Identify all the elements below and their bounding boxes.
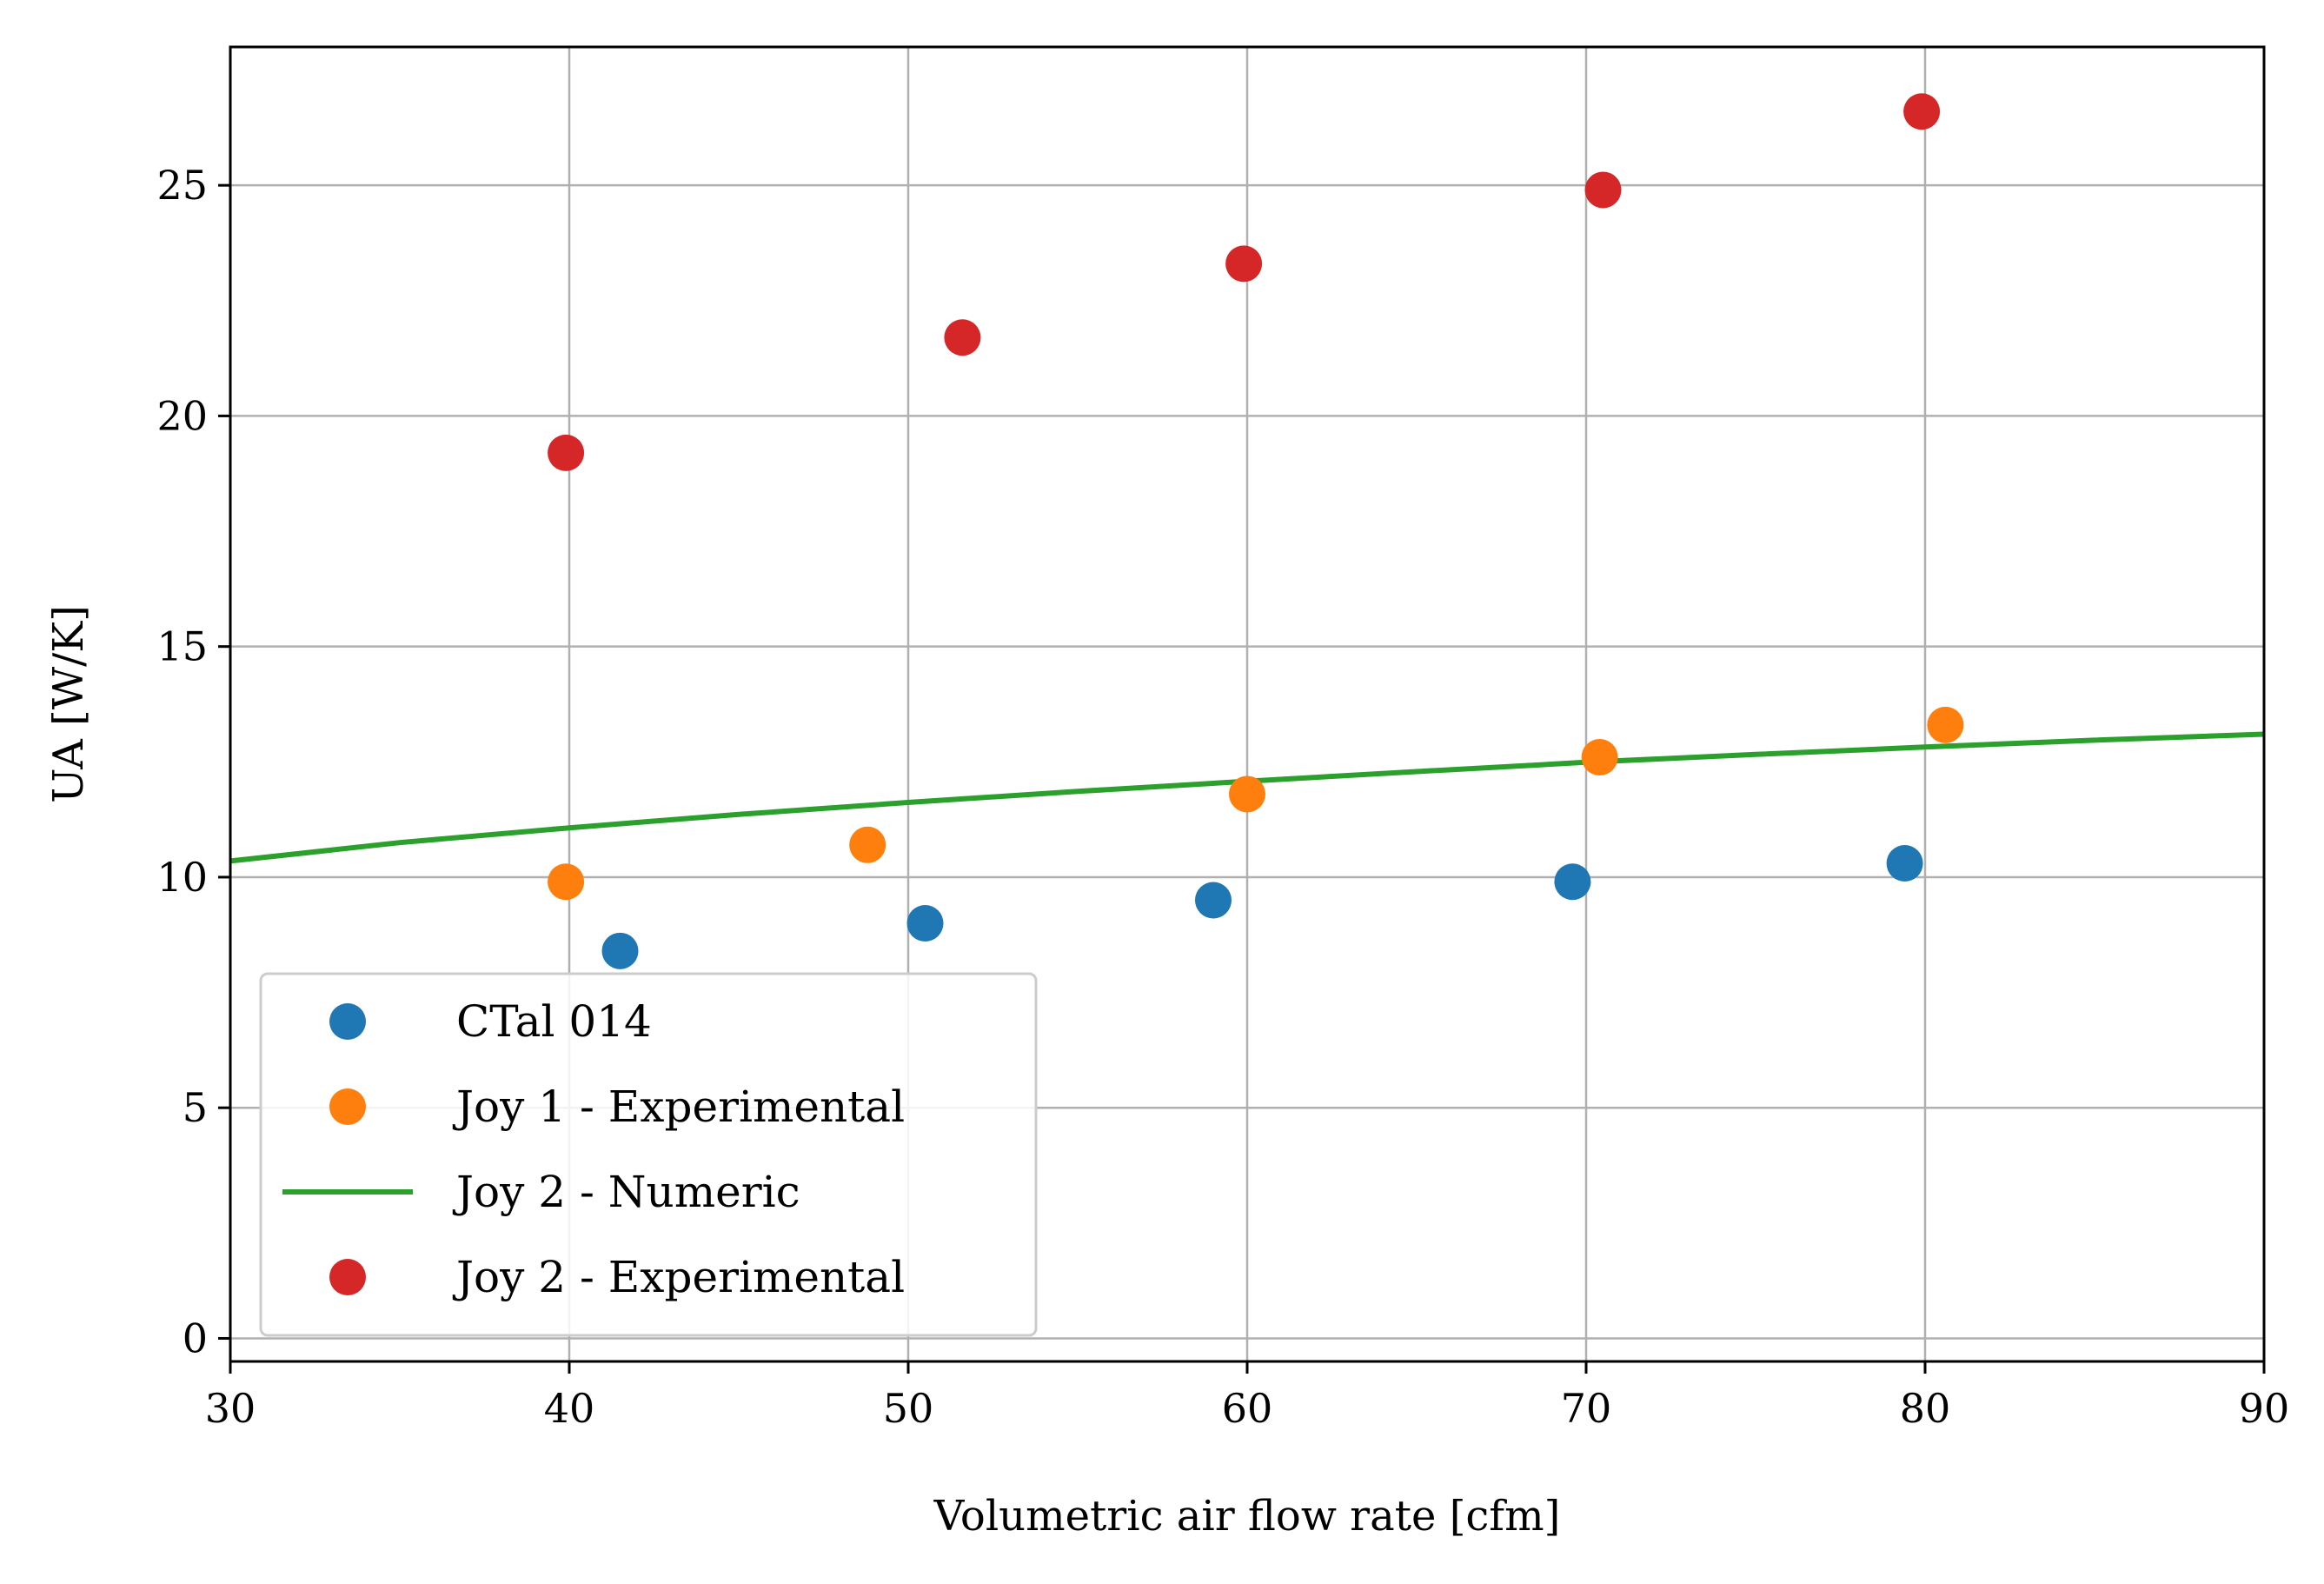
x-tick-label: 60 — [1222, 1385, 1273, 1432]
data-point — [1229, 775, 1265, 813]
legend: CTal 014 Joy 1 - Experimental Joy 2 - Nume… — [259, 972, 1038, 1337]
y-tick-label: 5 — [183, 1084, 208, 1131]
legend-label: CTal 014 — [456, 996, 652, 1047]
y-tick-label: 0 — [183, 1314, 208, 1361]
data-point — [1927, 706, 1964, 743]
x-tick-label: 40 — [544, 1385, 595, 1432]
y-axis-label: UA [W/K] — [44, 605, 93, 803]
y-tick-label: 10 — [156, 854, 208, 901]
y-tick-label: 25 — [156, 162, 208, 209]
data-point — [944, 319, 981, 356]
data-point — [1225, 245, 1263, 283]
plot-area — [229, 93, 2265, 969]
x-tick-label: 80 — [1900, 1385, 1951, 1432]
legend-marker-swatch — [329, 1259, 366, 1295]
data-point — [1903, 93, 1941, 130]
x-tick-label: 50 — [883, 1385, 934, 1432]
legend-label: Joy 2 - Numeric — [452, 1167, 800, 1217]
x-axis-label: Volumetric air flow rate [cfm] — [933, 1492, 1561, 1541]
data-point — [906, 905, 944, 942]
y-tick-label: 15 — [156, 623, 208, 670]
data-point — [1554, 863, 1591, 901]
x-tick-label: 70 — [1561, 1385, 1612, 1432]
y-tick-label: 20 — [156, 392, 208, 439]
data-point — [1581, 739, 1618, 776]
data-point — [1195, 882, 1232, 919]
legend-label: Joy 2 - Experimental — [452, 1252, 905, 1302]
data-point — [601, 932, 639, 969]
x-tick-label: 90 — [2239, 1385, 2290, 1432]
data-point — [1886, 845, 1923, 882]
data-point — [849, 826, 886, 863]
axis-ticks: 30 40 50 60 70 80 90 0 5 10 15 20 25 — [156, 162, 2289, 1432]
legend-label: Joy 1 - Experimental — [452, 1082, 905, 1132]
data-point — [548, 863, 585, 901]
data-point — [548, 434, 585, 471]
data-point — [1584, 171, 1622, 209]
legend-marker-swatch — [329, 1003, 366, 1040]
legend-marker-swatch — [329, 1088, 366, 1125]
legend-box — [259, 972, 1038, 1337]
x-tick-label: 30 — [205, 1385, 256, 1432]
grid — [229, 47, 2266, 1361]
